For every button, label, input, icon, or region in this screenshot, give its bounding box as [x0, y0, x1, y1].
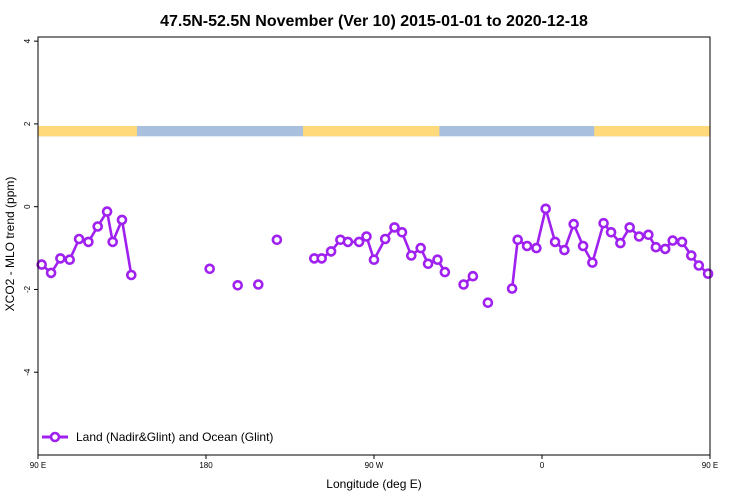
x-tick-label: 0: [540, 461, 545, 470]
data-point: [667, 235, 679, 246]
data-point: [55, 253, 66, 264]
data-point: [577, 240, 589, 252]
plot-frame: [37, 36, 711, 456]
data-point: [36, 259, 48, 270]
y-axis: 4 2 0 -2 -4: [23, 38, 38, 376]
x-axis: 90 E 180 90 W 0 90 E: [30, 455, 718, 470]
data-point: [396, 227, 408, 238]
data-point: [83, 236, 94, 248]
data-point: [379, 233, 391, 245]
data-point: [342, 236, 354, 248]
series-layer: [36, 203, 714, 309]
data-point: [204, 263, 215, 275]
data-point: [252, 279, 264, 290]
x-tick-label: 90 E: [702, 461, 718, 470]
x-axis-title: Longitude (deg E): [326, 477, 421, 491]
data-point: [126, 269, 137, 281]
data-point: [693, 260, 705, 271]
data-point: [107, 236, 118, 248]
data-point: [521, 240, 533, 252]
data-point: [439, 266, 451, 278]
data-point: [389, 222, 400, 233]
data-point: [559, 244, 570, 256]
data-point: [506, 283, 518, 294]
land-band: [303, 125, 440, 137]
data-point: [271, 234, 283, 246]
land-ocean-strip: [38, 125, 710, 137]
data-point: [73, 233, 85, 245]
x-tick-label: 90 E: [30, 461, 46, 470]
data-point: [549, 236, 561, 248]
data-point: [568, 218, 580, 230]
y-axis-title: XCO2 - MLO trend (ppm): [3, 177, 17, 312]
x-tick-label: 180: [199, 461, 213, 470]
data-point: [605, 227, 617, 238]
data-point: [361, 231, 372, 242]
data-point: [316, 253, 328, 264]
y-tick-label: -2: [23, 285, 32, 293]
data-point: [422, 258, 434, 270]
land-band: [38, 125, 137, 137]
data-point: [702, 268, 714, 280]
data-point: [45, 267, 57, 279]
data-point: [101, 206, 113, 217]
legend-swatch-marker: [49, 431, 61, 443]
data-point: [650, 241, 662, 253]
data-point: [598, 217, 609, 229]
data-point: [467, 270, 479, 282]
y-tick-label: 4: [23, 38, 32, 43]
x-tick-label: 90 W: [365, 461, 384, 470]
data-point: [624, 222, 636, 233]
data-point: [676, 236, 688, 248]
data-point: [531, 242, 542, 254]
data-point: [540, 203, 552, 215]
data-point: [633, 231, 645, 242]
land-band: [594, 125, 710, 137]
data-point: [116, 214, 128, 226]
data-point: [685, 250, 697, 261]
y-tick-label: 2: [23, 121, 32, 126]
data-point: [587, 257, 598, 268]
data-point: [353, 236, 365, 248]
chart-title: 47.5N-52.5N November (Ver 10) 2015-01-01…: [160, 13, 588, 30]
data-point: [432, 254, 443, 266]
data-point: [232, 279, 243, 291]
data-point: [325, 246, 337, 257]
data-point: [92, 221, 103, 232]
data-point: [643, 229, 654, 241]
data-point: [458, 279, 469, 290]
data-point: [615, 237, 626, 249]
legend: Land (Nadir&Glint) and Ocean (Glint): [42, 430, 273, 444]
data-point: [64, 254, 75, 266]
y-tick-label: -4: [23, 368, 32, 376]
data-point: [368, 254, 380, 266]
data-point: [659, 243, 671, 255]
series-line: [314, 226, 447, 273]
data-point: [512, 234, 524, 246]
data-point: [482, 297, 494, 309]
data-point: [405, 250, 417, 261]
y-tick-label: 0: [23, 204, 32, 209]
data-point: [415, 242, 427, 254]
legend-label: Land (Nadir&Glint) and Ocean (Glint): [76, 430, 273, 444]
